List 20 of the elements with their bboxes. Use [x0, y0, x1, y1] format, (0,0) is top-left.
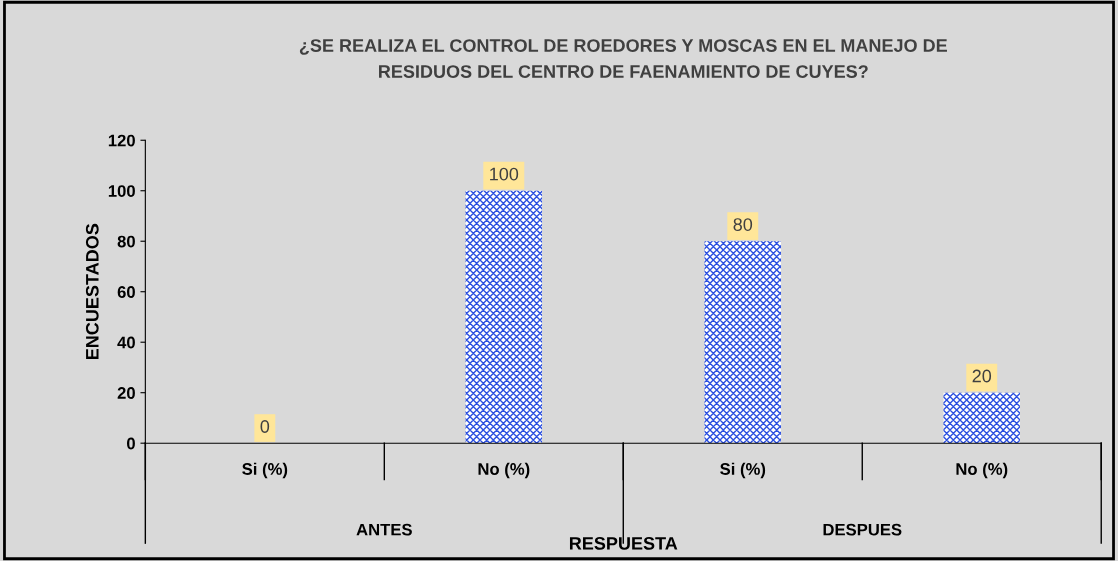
x-tick-label: No (%) [956, 462, 1008, 479]
y-tick-label: 0 [127, 437, 135, 450]
x-tick-label: Si (%) [720, 462, 766, 479]
y-axis-title: ENCUESTADOS [85, 223, 99, 360]
x-axis-title: RESPUESTA [569, 536, 678, 550]
data-label: 80 [733, 218, 753, 231]
y-tick-label: 20 [117, 387, 135, 399]
chart-title: ¿SE REALIZA EL CONTROL DE ROEDORES Y MOSCAS EN EL MANEJO DE RESIDUOS DEL CENTRO DE FAENAMIENTO DE CUYES? [299, 39, 947, 78]
y-tick-label: 100 [108, 185, 135, 197]
data-label: 0 [260, 420, 270, 433]
x-tick-label: No (%) [478, 462, 530, 479]
y-tick-label: 80 [117, 235, 135, 248]
y-tick-label: 40 [117, 336, 135, 349]
data-label: 100 [490, 167, 519, 181]
x-tick-label: Si (%) [242, 462, 288, 479]
y-tick-label: 120 [108, 134, 135, 147]
y-tick-label: 60 [117, 286, 135, 298]
text: ANTES [356, 523, 412, 536]
text: DESPUES [823, 523, 902, 536]
data-label: 20 [972, 369, 992, 383]
